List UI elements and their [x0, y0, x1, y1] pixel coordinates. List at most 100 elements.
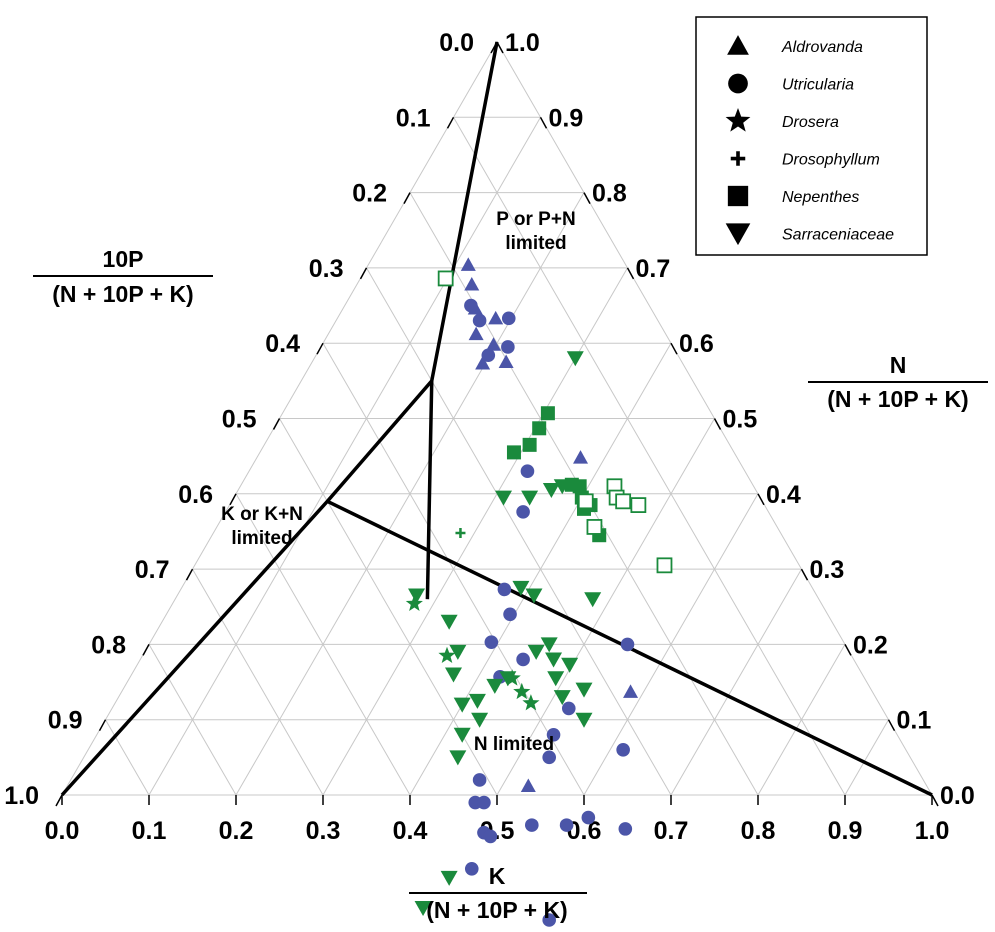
tick-label-right: 0.0	[940, 782, 975, 810]
marker-triangle-down	[725, 223, 751, 246]
axis-title-right-denominator: (N + 10P + K)	[827, 386, 968, 412]
marker-circle	[525, 818, 539, 832]
marker-star	[513, 682, 531, 700]
marker-circle	[542, 750, 556, 765]
tick-mark-right	[670, 342, 678, 355]
marker-triangle-down	[486, 678, 504, 694]
grid-line-p	[105, 719, 150, 796]
tick-label-left: 0.4	[265, 330, 300, 358]
marker-triangle-up	[488, 310, 504, 325]
marker-square	[437, 270, 454, 287]
marker-triangle-down	[468, 693, 486, 709]
marker-square	[577, 493, 594, 510]
tick-mark-left	[316, 342, 324, 355]
marker-square	[506, 445, 521, 460]
marker-square	[522, 437, 537, 452]
marker-triangle-down	[521, 490, 539, 506]
tick-label-bottom: 0.7	[654, 817, 689, 845]
tick-label-left: 0.6	[178, 481, 213, 509]
legend-label: Nepenthes	[782, 189, 859, 206]
marker-star	[438, 646, 456, 663]
marker-circle	[503, 607, 517, 622]
marker-square	[572, 479, 587, 494]
tick-mark-right	[539, 116, 548, 129]
tick-mark-right	[844, 644, 852, 656]
marker-circle	[516, 505, 530, 519]
legend-label: Utricularia	[782, 77, 854, 94]
marker-triangle-up	[520, 778, 536, 792]
marker-circle	[516, 652, 530, 667]
tick-label-left: 0.1	[396, 104, 431, 132]
marker-square	[615, 493, 632, 510]
tick-mark-left	[229, 493, 237, 506]
marker-square	[656, 557, 673, 574]
marker-triangle-down	[584, 592, 602, 608]
tick-label-right: 0.1	[897, 707, 932, 735]
tick-label-right: 0.9	[549, 104, 584, 132]
grid-line-k	[670, 568, 802, 796]
axis-title-bottom: K (N + 10P + K)	[409, 863, 587, 923]
marker-triangle-down	[540, 637, 558, 653]
legend-box	[695, 16, 928, 256]
marker-triangle-down	[542, 483, 560, 499]
marker-triangle-down	[449, 644, 467, 660]
grid-line-k	[496, 418, 715, 796]
tick-mark-right	[757, 493, 765, 506]
legend-label: Aldrovanda	[781, 39, 863, 56]
axis-title-left: 10P (N + 10P + K)	[33, 246, 213, 307]
tick-mark-left	[142, 644, 150, 656]
region-label: K or K+N	[221, 504, 303, 525]
marker-circle	[620, 637, 635, 652]
marker-triangle-up	[468, 326, 484, 341]
marker-triangle-down	[575, 712, 593, 728]
legend-item: Drosera	[725, 108, 839, 132]
tick-labels: 0.0 0.0 0.0 0.1 0.1 0.1 0.2 0.2 0.2 0.3 0.3 0.3 0.4 0…	[4, 29, 975, 845]
marker-circle	[477, 795, 491, 810]
tick-label-left: 0.7	[135, 556, 170, 584]
tick-mark-right	[583, 192, 591, 204]
marker-circle	[542, 913, 556, 927]
marker-triangle-down	[561, 657, 579, 673]
region-label: P or P+N	[496, 209, 575, 230]
marker-circle	[581, 810, 596, 825]
tick-mark-right	[626, 267, 635, 280]
marker-circle	[618, 822, 633, 836]
legend-item: Nepenthes	[727, 185, 859, 207]
marker-circle	[472, 773, 487, 787]
grid-line-p	[235, 493, 411, 796]
axis-title-bottom-denominator: (N + 10P + K)	[426, 897, 567, 923]
marker-triangle-down	[547, 671, 565, 687]
legend-label: Drosophyllum	[782, 152, 880, 169]
grid-line-p	[192, 568, 324, 796]
data-points	[405, 257, 673, 927]
marker-triangle-down	[453, 727, 471, 743]
marker-square	[727, 185, 749, 207]
marker-triangle-up	[464, 276, 480, 291]
tick-label-left: 0.3	[309, 255, 344, 283]
marker-triangle-down	[408, 588, 426, 604]
axis-title-left-numerator: 10P	[103, 246, 144, 272]
tick-label-right: 0.6	[679, 330, 714, 358]
marker-triangle-down	[512, 580, 530, 596]
tick-label-left: 0.9	[48, 707, 83, 735]
legend: Aldrovanda Utricularia Drosera Drosophyllum…	[695, 16, 928, 256]
marker-triangle-down	[545, 652, 563, 668]
marker-triangle-down	[527, 644, 545, 660]
tick-label-left: 0.8	[91, 631, 126, 659]
marker-triangle-down	[440, 614, 458, 630]
tick-label-right: 0.2	[853, 631, 888, 659]
tick-mark-left	[359, 267, 368, 280]
tick-label-left: 0.2	[352, 180, 387, 208]
marker-star	[405, 594, 423, 611]
marker-square	[540, 406, 555, 421]
tick-mark-left	[403, 192, 411, 204]
marker-triangle-up	[727, 35, 749, 55]
tick-label-bottom: 0.2	[219, 817, 254, 845]
axis-title-bottom-numerator: K	[489, 863, 506, 889]
tick-label-left: 1.0	[4, 782, 39, 810]
tick-mark-left	[272, 418, 281, 430]
grid-line-p	[148, 644, 237, 796]
marker-triangle-down	[445, 667, 462, 683]
marker-circle	[501, 340, 515, 354]
